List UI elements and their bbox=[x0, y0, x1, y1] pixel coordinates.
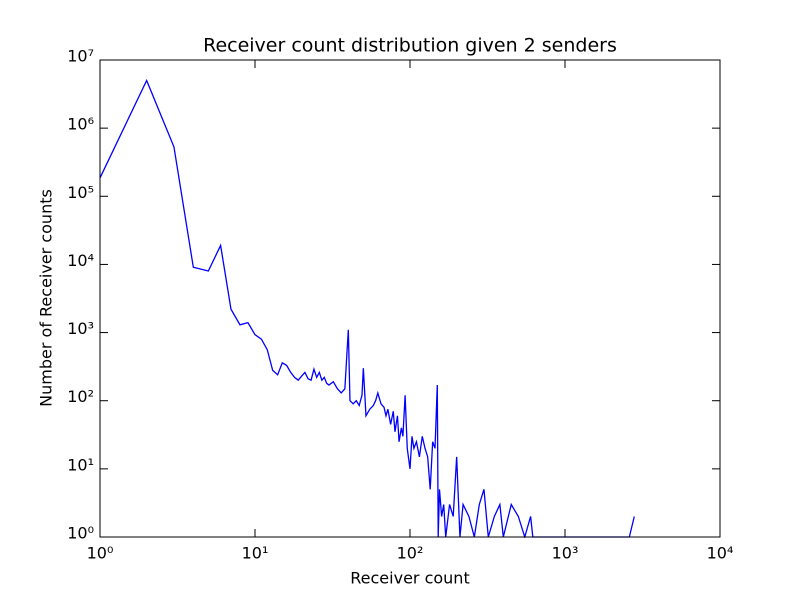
chart-title: Receiver count distribution given 2 send… bbox=[203, 35, 617, 57]
y-tick-label: 10⁵ bbox=[67, 183, 94, 202]
x-tick-label: 10¹ bbox=[242, 544, 269, 563]
y-tick-label: 10⁴ bbox=[67, 251, 94, 270]
y-tick-label: 10² bbox=[67, 387, 94, 406]
y-tick-label: 10⁷ bbox=[67, 47, 94, 66]
y-tick-label: 10⁰ bbox=[67, 524, 94, 543]
y-tick-label: 10⁶ bbox=[67, 115, 94, 134]
x-tick-label: 10⁴ bbox=[707, 544, 734, 563]
y-tick-label: 10¹ bbox=[67, 455, 94, 474]
x-tick-label: 10² bbox=[397, 544, 424, 563]
y-tick-label: 10³ bbox=[67, 319, 94, 338]
x-axis-label: Receiver count bbox=[350, 569, 469, 588]
plot-frame bbox=[99, 59, 721, 538]
data-line bbox=[100, 78, 635, 538]
x-tick-label: 10³ bbox=[552, 544, 579, 563]
x-tick-label: 10⁰ bbox=[87, 544, 114, 563]
y-axis-label: Number of Receiver counts bbox=[37, 189, 56, 407]
